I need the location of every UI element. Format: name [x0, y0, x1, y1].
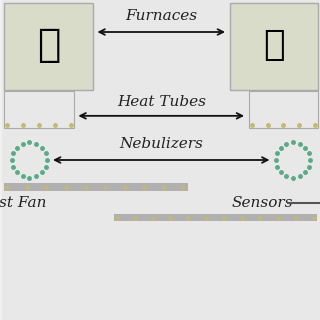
- Text: Furnaces: Furnaces: [125, 9, 197, 23]
- Text: Sensors: Sensors: [231, 196, 292, 210]
- Bar: [229, 3, 318, 90]
- Bar: [249, 91, 318, 128]
- Text: st Fan: st Fan: [0, 196, 47, 210]
- Text: Heat Tubes: Heat Tubes: [117, 95, 206, 109]
- Text: 🔥: 🔥: [263, 28, 285, 62]
- Text: 🔥: 🔥: [37, 26, 60, 64]
- Text: Nebulizers: Nebulizers: [119, 137, 203, 151]
- Bar: [114, 214, 317, 221]
- Circle shape: [19, 149, 40, 171]
- Bar: [4, 183, 188, 191]
- Circle shape: [283, 149, 303, 171]
- Bar: [4, 3, 93, 90]
- Bar: [4, 91, 74, 128]
